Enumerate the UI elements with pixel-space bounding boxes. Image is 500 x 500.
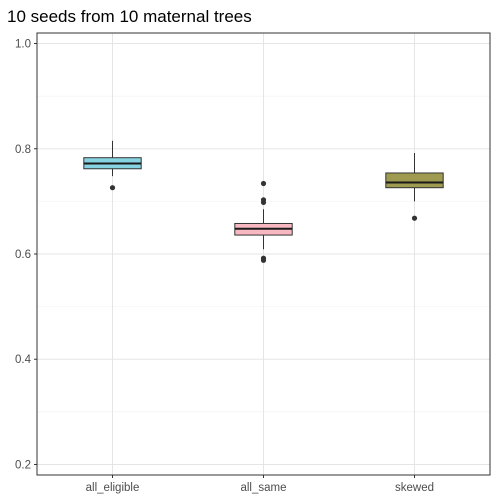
x-tick-label: all_eligible [86, 482, 140, 494]
y-tick-label: 0.6 [15, 249, 31, 261]
outlier-point [261, 256, 266, 261]
x-tick-label: all_same [240, 482, 286, 494]
outlier-point [110, 185, 115, 190]
y-tick-label: 0.4 [15, 354, 32, 366]
y-tick-label: 0.2 [15, 459, 31, 471]
outlier-point [261, 181, 266, 186]
x-tick-label: skewed [395, 482, 434, 494]
outlier-point [412, 216, 417, 221]
chart-title: 10 seeds from 10 maternal trees [7, 7, 252, 26]
y-tick-label: 1.0 [15, 39, 31, 51]
box-body [386, 173, 443, 188]
outlier-point [261, 197, 266, 202]
y-axis: 0.2 0.4 0.6 0.8 1.0 [15, 39, 37, 472]
x-axis: all_eligible all_same skewed [86, 475, 434, 494]
y-tick-label: 0.8 [15, 144, 31, 156]
